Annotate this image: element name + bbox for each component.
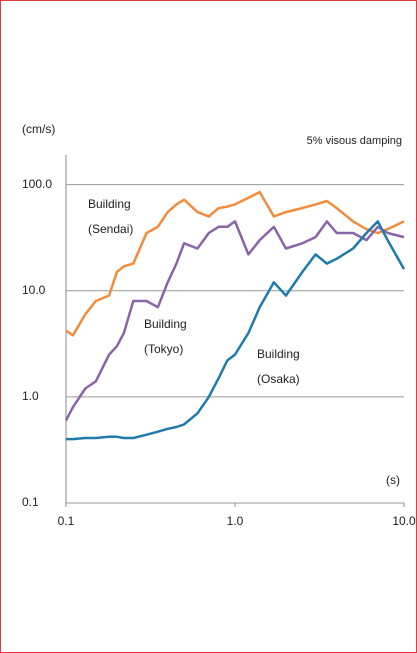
x-tick-label: 1.0 [227, 514, 244, 528]
x-unit: (s) [386, 473, 400, 487]
y-tick-label: 10.0 [22, 283, 46, 297]
x-tick-label: 0.1 [58, 514, 75, 528]
y-tick-label: 1.0 [22, 389, 39, 403]
series-label: Building [144, 317, 187, 331]
subtitle: 5% visous damping [307, 135, 402, 147]
y-tick-label: 100.0 [22, 177, 52, 191]
series-label: Building [88, 197, 131, 211]
series-label: Building [257, 347, 300, 361]
series-label: (Tokyo) [144, 342, 183, 356]
series-line [64, 220, 405, 421]
series-label: (Sendai) [88, 222, 133, 236]
series-line [66, 220, 406, 441]
y-tick-label: 0.1 [22, 495, 39, 509]
series-line [65, 190, 405, 337]
x-tick-label: 10.0 [392, 514, 416, 528]
y-unit: (cm/s) [22, 122, 55, 136]
series-label: (Osaka) [257, 372, 300, 386]
